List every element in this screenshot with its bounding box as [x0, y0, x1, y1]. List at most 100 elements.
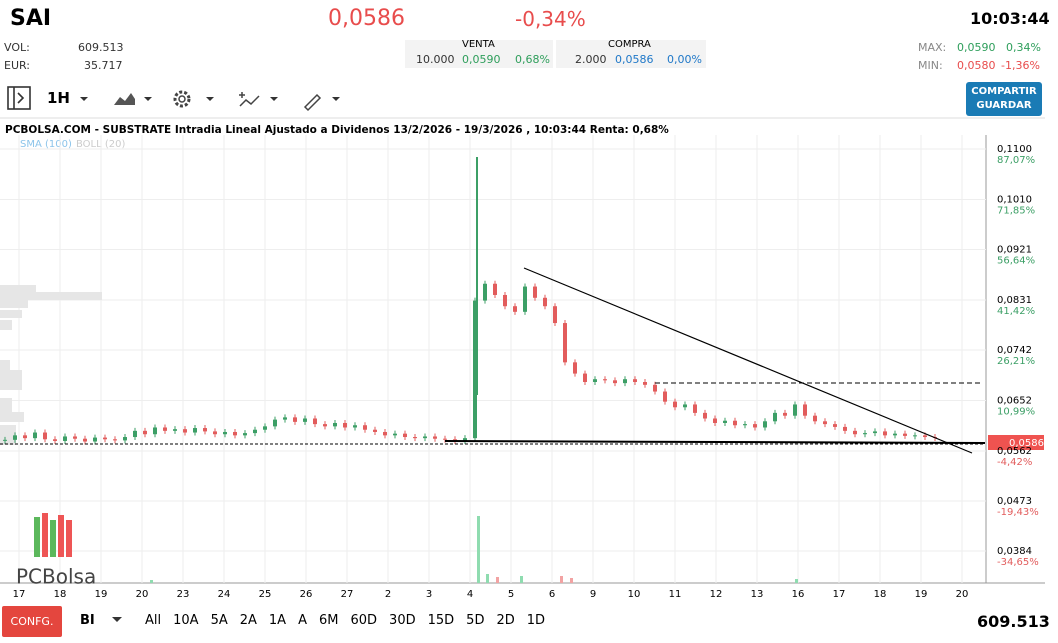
last-price-box: [988, 435, 1044, 450]
draw-icon[interactable]: [303, 93, 322, 112]
period-button[interactable]: 30D: [389, 613, 416, 628]
min-label: MIN:: [918, 59, 943, 72]
x-tick-label: 18: [874, 589, 887, 600]
period-button[interactable]: 5A: [210, 613, 228, 628]
y-tick-pct: 10,99%: [997, 407, 1035, 418]
y-tick-label: 0,0831: [997, 295, 1032, 306]
candle: [643, 382, 647, 385]
candle: [783, 412, 787, 416]
period-button[interactable]: 10A: [173, 613, 199, 628]
candle: [263, 426, 267, 430]
price: 0,0586: [328, 6, 405, 31]
candle: [763, 421, 767, 428]
candle: [853, 430, 857, 435]
candle: [163, 427, 167, 431]
x-tick-label: 24: [218, 589, 231, 600]
candle: [333, 422, 337, 427]
candle: [323, 424, 327, 427]
y-tick-label: 0,1010: [997, 195, 1032, 206]
logo-text: PCBolsa: [16, 565, 96, 589]
period-button[interactable]: 60D: [350, 613, 378, 628]
period-button[interactable]: 1A: [268, 613, 287, 628]
y-tick-pct: 87,07%: [997, 155, 1035, 166]
candle: [403, 433, 407, 438]
y-tick-pct: -34,65%: [997, 557, 1039, 568]
candle: [63, 436, 67, 441]
period-button[interactable]: 15D: [427, 613, 455, 628]
candle: [593, 379, 597, 383]
candle: [373, 429, 377, 432]
x-tick-label: 25: [259, 589, 272, 600]
candle: [93, 437, 97, 442]
candle: [193, 428, 197, 433]
candle: [363, 425, 367, 430]
x-tick-label: 20: [136, 589, 149, 600]
dropdown-arrows: [80, 97, 340, 101]
max-label: MAX:: [918, 41, 947, 54]
candle: [543, 297, 547, 307]
candle: [183, 429, 187, 433]
candle: [353, 425, 357, 428]
min-pct: -1,36%: [1001, 59, 1040, 72]
candle: [443, 438, 447, 440]
candle: [773, 412, 777, 422]
candle: [143, 430, 147, 435]
y-tick-label: 0,0562: [997, 446, 1032, 457]
candle: [583, 373, 587, 383]
candle: [923, 435, 927, 438]
x-tick-label: 3: [426, 589, 432, 600]
candle: [173, 429, 177, 431]
settings-icon-core: [178, 95, 186, 103]
config-button[interactable]: CONFG.: [2, 606, 62, 637]
settings-icon[interactable]: [173, 90, 191, 108]
interval[interactable]: 1H: [47, 89, 70, 107]
footer-volume: 609.513: [977, 612, 1050, 631]
chart-type-icon[interactable]: [114, 93, 135, 105]
share-button[interactable]: COMPARTIR GUARDAR: [966, 82, 1042, 116]
candle: [23, 435, 27, 439]
candle: [873, 431, 877, 434]
candle: [523, 286, 527, 312]
x-tick-label: 19: [915, 589, 928, 600]
style-select[interactable]: BI: [80, 613, 95, 628]
grid: [0, 135, 986, 583]
candle: [723, 420, 727, 423]
compra-qty: 2.000: [575, 53, 607, 66]
logo: PCBolsa: [16, 513, 96, 589]
candle: [683, 404, 687, 408]
candle: [493, 283, 497, 295]
candle: [233, 431, 237, 436]
style-arrow: [112, 617, 122, 622]
candle: [13, 435, 17, 440]
indicator-icon[interactable]: [239, 92, 260, 107]
compra-price: 0,0586: [615, 53, 654, 66]
candle: [573, 362, 577, 374]
candle: [303, 418, 307, 422]
venta-pct: 0,68%: [515, 53, 550, 66]
period-button[interactable]: All: [145, 613, 162, 628]
venta-qty: 10.000: [416, 53, 455, 66]
time: 10:03:44: [970, 9, 1050, 28]
x-tick-label: 18: [54, 589, 67, 600]
compra-label: COMPRA: [608, 39, 651, 50]
candle: [283, 417, 287, 420]
period-button[interactable]: 6M: [318, 613, 339, 628]
candle: [53, 439, 57, 441]
candle: [653, 384, 657, 392]
period-button[interactable]: 2D: [496, 613, 515, 628]
periods: All 10A 5A 2A 1A A 6M 60D 30D 15D 5D 2D 1D: [145, 613, 557, 628]
last-price-label: 0,0586: [1009, 438, 1044, 449]
candle: [743, 424, 747, 426]
x-tick-label: 23: [177, 589, 190, 600]
candle: [663, 391, 667, 402]
period-button[interactable]: 1D: [526, 613, 546, 628]
candle: [893, 433, 897, 436]
candle: [813, 415, 817, 422]
y-tick-label: 0,0384: [997, 546, 1032, 557]
candle: [153, 427, 157, 435]
period-button[interactable]: 5D: [466, 613, 485, 628]
period-button[interactable]: A: [298, 613, 307, 628]
period-button[interactable]: 2A: [239, 613, 257, 628]
panel-icon[interactable]: [7, 86, 31, 110]
panel-icon-arrow: [13, 87, 25, 109]
